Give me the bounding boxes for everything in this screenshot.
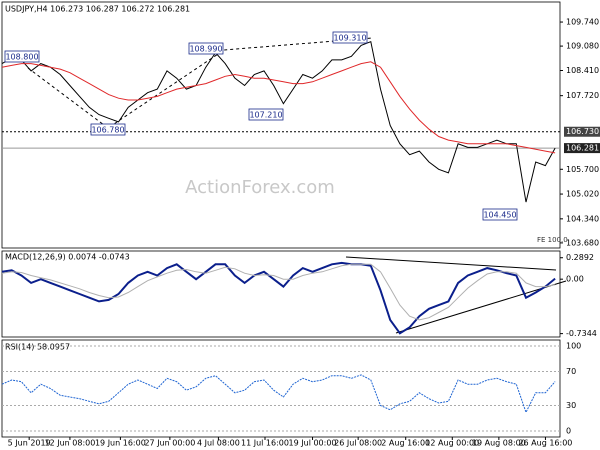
- y-tick-label: 100: [566, 341, 581, 350]
- series-line: [1, 61, 556, 154]
- x-tick-label: 19 Jun 16:00: [95, 439, 146, 448]
- y-tick-label: 108.410: [566, 66, 599, 75]
- x-tick-label: 27 Jun 00:00: [144, 439, 195, 448]
- y-tick-label: 106.730: [566, 127, 599, 136]
- panel-frame: [1, 1, 561, 249]
- x-tick-label: 19 Jul 00:00: [289, 439, 337, 448]
- y-tick-label: 107.720: [566, 91, 599, 100]
- price-label-box: [4, 50, 40, 63]
- y-tick-label: 70: [566, 367, 576, 376]
- y-tick-label: 109.740: [566, 18, 599, 27]
- price-label-box: [248, 108, 284, 121]
- y-tick-label: 105.700: [566, 165, 599, 174]
- level-label-bg: [564, 126, 600, 137]
- panel-title: MACD(12,26,9) 0.0074 -0.0743: [5, 253, 130, 262]
- level-label-bg: [564, 143, 600, 154]
- x-tick-label: 5 Jun 2019: [8, 439, 51, 448]
- y-tick-label: 0: [566, 427, 571, 436]
- panel-title: USDJPY,H4 106.273 106.287 106.272 106.28…: [5, 5, 190, 14]
- series-line: [1, 261, 556, 335]
- price-label: 109.310: [333, 34, 366, 43]
- x-tick-label: 12 Aug 00:00: [425, 439, 479, 448]
- y-tick-label: 109.080: [566, 42, 599, 51]
- series-line: [1, 374, 556, 414]
- y-tick-label: 0.2892: [566, 253, 594, 262]
- price-label-box: [188, 42, 224, 55]
- y-tick-label: 103.680: [566, 238, 599, 247]
- price-label: 106.780: [91, 126, 124, 135]
- trend-line: [27, 37, 373, 129]
- macd-trend-line: [345, 256, 557, 271]
- price-label: 107.210: [249, 111, 282, 120]
- x-tick-label: 12 Jun 08:00: [45, 439, 96, 448]
- panel-frame: [1, 250, 561, 338]
- x-tick-label: 19 Aug 08:00: [472, 439, 526, 448]
- x-tick-label: 4 Jul 08:00: [197, 439, 240, 448]
- x-tick-label: 2 Aug 16:00: [381, 439, 430, 448]
- price-label-box: [482, 208, 518, 221]
- x-tick-label: 26 Jul 08:00: [334, 439, 382, 448]
- watermark: ActionForex.com: [185, 177, 335, 198]
- series-line: [1, 41, 556, 203]
- y-tick-label: 104.340: [566, 214, 599, 223]
- price-label-box: [90, 123, 126, 136]
- x-tick-label: 26 Aug 16:00: [518, 439, 572, 448]
- price-label: 108.800: [5, 53, 38, 62]
- y-tick-label: 0.00: [566, 275, 584, 284]
- x-tick-label: 11 Jul 16:00: [241, 439, 289, 448]
- y-tick-label: 105.020: [566, 190, 599, 199]
- panel-title: RSI(14) 58.0957: [5, 343, 70, 352]
- macd-trend-line: [395, 280, 567, 334]
- series-line: [1, 263, 556, 321]
- panel-frame: [1, 339, 561, 438]
- price-label-box: [332, 31, 368, 44]
- y-tick-label: -0.7344: [566, 329, 597, 338]
- price-label: 108.990: [189, 45, 222, 54]
- price-label: 104.450: [483, 211, 516, 220]
- y-tick-label: 30: [566, 401, 576, 410]
- y-tick-label: 106.281: [566, 144, 599, 153]
- fe-label: FE 100.0: [537, 236, 568, 244]
